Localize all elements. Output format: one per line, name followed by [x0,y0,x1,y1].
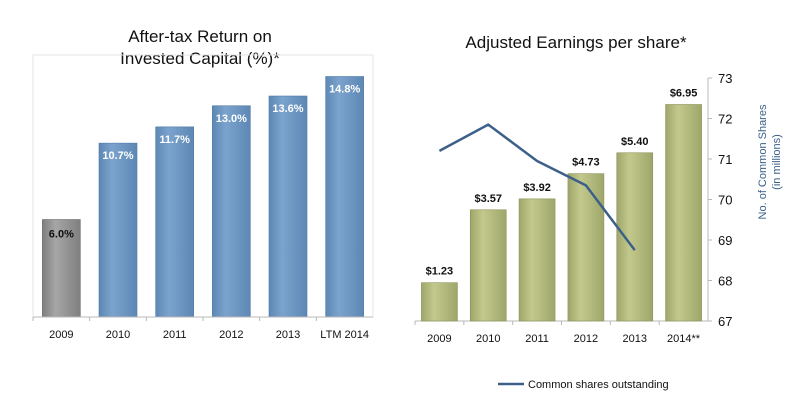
roic-data-label: 14.8% [329,84,360,96]
shares-y-tick-label: 73 [718,71,732,86]
roic-title-line-2: Invested Capital (%)* [120,49,280,68]
shares-y-tick-label: 68 [718,274,732,289]
roic-chart: After-tax Return on Invested Capital (%)… [32,27,374,341]
eps-bar-2012 [567,173,605,322]
shares-y-tick-label: 71 [718,152,732,167]
shares-outstanding-line [438,123,636,251]
roic-data-label: 10.7% [102,150,133,162]
shares-y-axis-label: No. of Common Shares (in millions) [757,104,783,219]
roic-x-tick-label: 2012 [219,329,243,341]
roic-x-tick-label: 2010 [106,329,130,341]
eps-data-label: $3.92 [523,182,551,194]
roic-bar-2009 [42,219,81,318]
eps-bar-2009 [421,282,458,322]
eps-bar-2014 [665,104,702,322]
eps-title: Adjusted Earnings per share* [465,33,687,52]
eps-bar-2010 [469,209,507,322]
roic-data-label: 13.0% [216,113,247,125]
roic-x-tick-label: 2011 [163,329,187,341]
eps-x-tick-label: 2012 [574,333,598,345]
roic-bar-ltm-2014 [325,76,364,318]
shares-y-tick-label: 69 [718,233,732,248]
roic-bar-2011 [155,126,194,318]
eps-data-label: $6.95 [670,87,698,99]
eps-chart: Adjusted Earnings per share* $1.23 2009 $3… [414,33,783,391]
roic-data-label: 11.7% [159,134,190,146]
roic-data-label: 6.0% [49,229,74,241]
roic-bar-2012 [212,105,251,318]
eps-legend: Common shares outstanding [498,379,669,391]
eps-data-label: $1.23 [426,266,454,278]
eps-x-tick-label: 2013 [623,333,647,345]
roic-title-line-1: After-tax Return on [128,27,272,46]
roic-x-tick-label: LTM 2014 [320,329,369,341]
eps-x-tick-label: 2010 [476,333,500,345]
eps-x-tick-label: 2011 [525,333,549,345]
roic-data-label: 13.6% [272,103,303,115]
roic-x-tick-label: 2009 [49,329,73,341]
eps-bar-2013 [616,152,654,322]
eps-data-label: $3.57 [474,193,502,205]
legend-label: Common shares outstanding [528,379,669,391]
eps-bar-2011 [518,198,556,322]
eps-data-label: $5.40 [621,136,649,148]
roic-x-tick-label: 2013 [276,329,300,341]
roic-plot-area [32,54,374,318]
roic-bar-2013 [268,95,308,318]
shares-y-tick-label: 72 [718,112,732,127]
roic-bar-2010 [98,142,138,318]
shares-y-tick-label: 67 [718,314,732,329]
eps-x-tick-label: 2014** [667,333,701,345]
eps-data-label: $4.73 [572,157,600,169]
shares-y-tick-label: 70 [718,193,732,208]
eps-x-tick-label: 2009 [427,333,451,345]
